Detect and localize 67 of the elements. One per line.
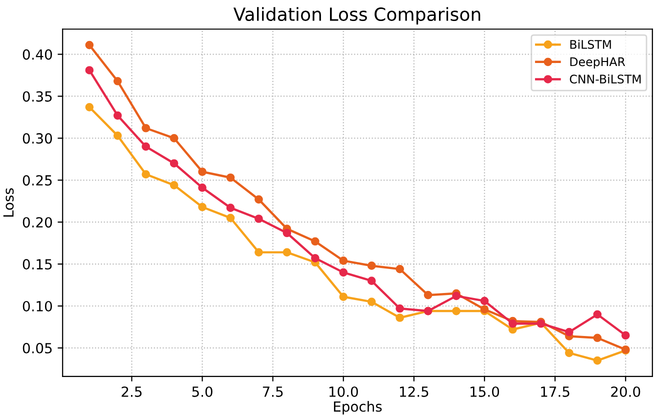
point <box>396 264 404 274</box>
point <box>142 142 150 151</box>
x-tick-label: 2.5 <box>122 386 142 397</box>
x-tick-label: 20.0 <box>611 386 640 397</box>
y-tick-label: 0.05 <box>22 342 52 354</box>
point <box>339 292 348 301</box>
point <box>198 202 206 212</box>
legend-label: CNN-BiLSTM <box>570 74 641 84</box>
point <box>282 228 292 238</box>
point <box>113 111 122 120</box>
point <box>339 268 348 277</box>
point <box>452 306 460 316</box>
point <box>226 214 235 222</box>
point <box>367 298 376 306</box>
point <box>339 256 348 265</box>
legend-label: BiLSTM <box>570 40 611 49</box>
point <box>254 248 263 256</box>
y-tick-label: 0.25 <box>22 175 52 186</box>
point <box>198 168 206 176</box>
x-tick-label: 10.0 <box>329 386 358 397</box>
point <box>282 248 292 256</box>
point <box>593 356 602 365</box>
point <box>424 290 432 300</box>
point <box>226 173 235 182</box>
point <box>254 195 263 204</box>
point <box>226 204 235 212</box>
point <box>593 334 602 342</box>
point <box>621 331 630 340</box>
point <box>508 319 517 328</box>
y-tick-label: 0.10 <box>22 300 52 312</box>
point <box>480 296 489 306</box>
x-axis-title: Epochs <box>334 401 382 414</box>
point <box>367 276 376 285</box>
y-tick-label: 0.35 <box>22 91 52 102</box>
point <box>85 66 94 74</box>
y-axis-title: Loss <box>3 188 14 217</box>
point <box>564 348 574 358</box>
point <box>113 132 122 140</box>
legend-label: DeepHAR <box>570 57 626 68</box>
y-tick-label: 0.15 <box>22 259 52 270</box>
point <box>85 40 94 50</box>
point <box>198 184 206 192</box>
point <box>170 181 178 190</box>
point <box>170 159 178 168</box>
point <box>396 314 404 322</box>
point <box>142 124 150 132</box>
point <box>311 237 320 246</box>
point <box>396 304 404 313</box>
x-tick-label: 17.5 <box>541 386 570 397</box>
point <box>311 254 320 262</box>
point <box>367 262 376 270</box>
point <box>254 214 263 223</box>
point <box>452 292 460 300</box>
point <box>170 134 178 142</box>
point <box>113 76 122 86</box>
y-tick-label: 0.20 <box>22 217 52 228</box>
point <box>142 170 150 178</box>
y-tick-label: 0.40 <box>22 49 52 60</box>
x-tick-label: 7.5 <box>262 386 283 397</box>
x-tick-label: 12.5 <box>400 386 428 397</box>
point <box>85 102 94 112</box>
y-tick-label: 0.30 <box>22 133 52 144</box>
x-tick-label: 5.0 <box>192 386 212 397</box>
point <box>564 328 574 336</box>
x-tick-label: 15.0 <box>470 386 500 397</box>
chart-title: Validation Loss Comparison <box>233 7 480 25</box>
point <box>593 310 602 319</box>
